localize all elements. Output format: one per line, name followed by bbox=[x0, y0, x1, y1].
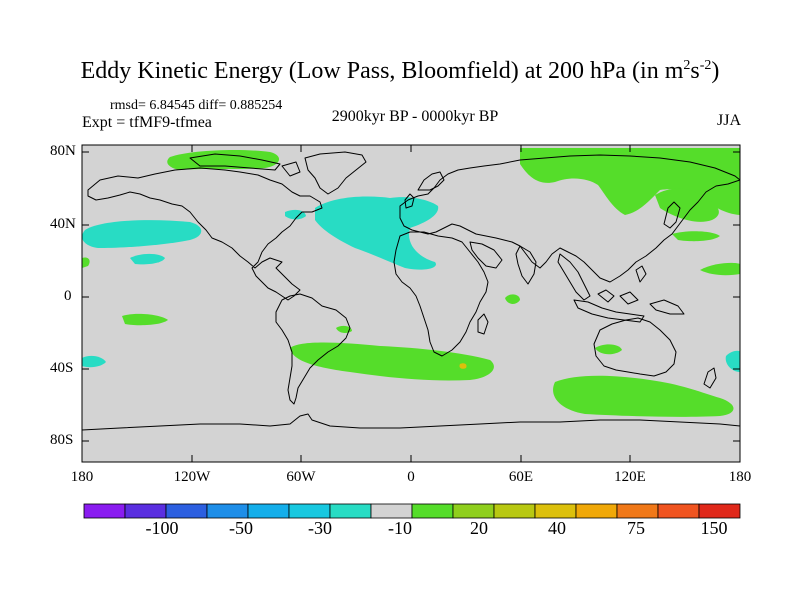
colorbar-label: 40 bbox=[548, 518, 566, 538]
colorbar-swatch bbox=[206, 503, 249, 519]
colorbar-label: 150 bbox=[700, 518, 728, 538]
coast-africa bbox=[393, 231, 489, 357]
anomaly-positive-eqatlantic bbox=[505, 294, 520, 304]
lat-label-40n: 40N bbox=[50, 216, 76, 232]
colorbar bbox=[83, 503, 741, 519]
axis-ticks bbox=[82, 145, 740, 462]
anomaly-positive-indian-mid bbox=[595, 344, 622, 355]
stats-text: rmsd= 6.84545 diff= 0.885254 bbox=[110, 98, 283, 113]
colorbar-swatch bbox=[698, 503, 741, 519]
lon-label-180w: 180 bbox=[70, 469, 94, 485]
coast-north-america bbox=[87, 167, 323, 301]
anomaly-negative-atlantic bbox=[315, 196, 439, 270]
colorbar-label: -10 bbox=[388, 518, 412, 538]
lat-label-80n: 80N bbox=[50, 143, 76, 159]
anomaly-negative-southeast-pacific bbox=[725, 350, 740, 372]
lon-label-180e: 180 bbox=[728, 469, 752, 485]
coast-arabia bbox=[469, 241, 503, 269]
coast-uk bbox=[404, 193, 415, 209]
colorbar-swatch bbox=[575, 503, 618, 519]
coastlines bbox=[82, 151, 740, 431]
anomaly-positive-canada-arctic bbox=[167, 149, 280, 170]
season-label: JJA bbox=[716, 112, 741, 129]
period-label: 2900kyr BP - 0000kyr BP bbox=[331, 108, 499, 125]
colorbar-swatch bbox=[493, 503, 536, 519]
coast-new-guinea bbox=[649, 299, 685, 315]
lon-label-120e: 120E bbox=[614, 469, 646, 485]
chart-title: Eddy Kinetic Energy (Low Pass, Bloomfiel… bbox=[80, 58, 720, 84]
lon-label-60w: 60W bbox=[286, 469, 316, 485]
colorbar-label: 20 bbox=[470, 518, 488, 538]
colorbar-swatch bbox=[165, 503, 208, 519]
lon-label-60e: 60E bbox=[508, 469, 534, 485]
lon-label-0: 0 bbox=[407, 469, 415, 485]
colorbar-swatch bbox=[370, 503, 413, 519]
coast-philippines bbox=[635, 265, 647, 283]
coast-new-zealand bbox=[703, 367, 717, 389]
anomaly-positive-southatlantic bbox=[290, 342, 494, 381]
colorbar-swatch bbox=[452, 503, 495, 519]
colorbar-label: -100 bbox=[145, 518, 179, 538]
colorbar-label: 75 bbox=[627, 518, 645, 538]
colorbar-swatch bbox=[329, 503, 372, 519]
coast-greenland bbox=[304, 151, 367, 195]
colorbar-swatch bbox=[534, 503, 577, 519]
colorbar-swatch bbox=[288, 503, 331, 519]
coast-europe-asia bbox=[399, 154, 740, 283]
colorbar-swatch bbox=[616, 503, 659, 519]
colorbar-swatch bbox=[247, 503, 290, 519]
coast-india bbox=[515, 245, 537, 285]
experiment-label: Expt = tfMF9-tfmea bbox=[82, 114, 212, 131]
colorbar-swatch bbox=[657, 503, 700, 519]
anomaly-positive-chile-coast bbox=[336, 325, 352, 333]
anomaly-positive-eastpacific bbox=[122, 313, 168, 326]
coast-japan bbox=[663, 201, 681, 229]
anomaly-positive-northpacific bbox=[655, 188, 719, 222]
lon-label-120w: 120W bbox=[173, 469, 211, 485]
colorbar-swatch bbox=[411, 503, 454, 519]
coast-scandinavia bbox=[417, 171, 445, 191]
colorbar-swatch bbox=[83, 503, 126, 519]
anomaly-positive-siberia bbox=[520, 148, 740, 215]
coast-antarctica bbox=[82, 413, 740, 431]
colorbar-label: -50 bbox=[229, 518, 253, 538]
anomaly-orange-dot bbox=[459, 363, 467, 369]
anomaly-negative-usa-east bbox=[285, 209, 306, 220]
anomaly-positive-atlantic-west bbox=[82, 257, 90, 268]
anomaly-positive-westpacific2 bbox=[672, 231, 720, 242]
coast-australia bbox=[593, 317, 677, 377]
lat-label-40s: 40S bbox=[50, 360, 74, 376]
anomaly-layer bbox=[82, 148, 740, 417]
coast-canada-islands bbox=[189, 153, 301, 177]
lat-label-80s: 80S bbox=[50, 432, 74, 448]
colorbar-swatch bbox=[124, 503, 167, 519]
coast-madagascar bbox=[477, 313, 489, 335]
anomaly-positive-westpacific bbox=[700, 262, 740, 276]
colorbar-label: -30 bbox=[308, 518, 332, 538]
anomaly-negative-pacific bbox=[82, 220, 202, 248]
anomaly-negative-southwest-pacific bbox=[82, 355, 106, 368]
coast-south-america bbox=[275, 293, 351, 405]
anomaly-positive-indian-south bbox=[553, 375, 734, 417]
lat-label-0: 0 bbox=[64, 288, 72, 304]
anomaly-negative-pacific-small bbox=[130, 253, 165, 265]
coast-southeast-asia bbox=[557, 253, 591, 301]
